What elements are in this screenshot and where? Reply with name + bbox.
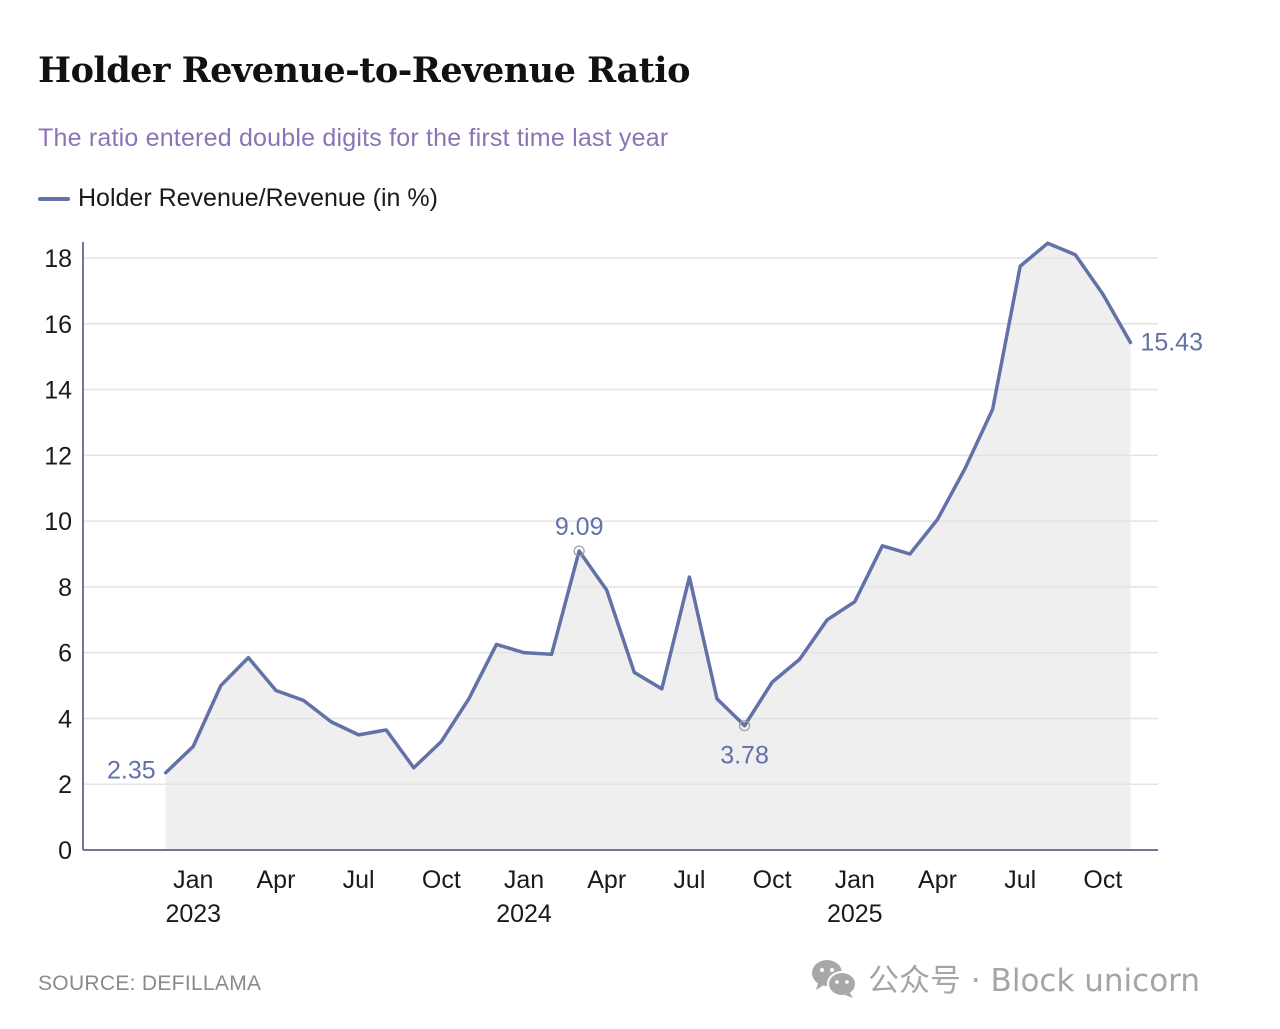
y-tick-label: 2 xyxy=(58,771,72,799)
data-point xyxy=(991,407,995,411)
data-point xyxy=(494,642,498,646)
data-point xyxy=(1018,264,1022,268)
y-tick-label: 14 xyxy=(44,377,72,405)
data-point xyxy=(880,544,884,548)
data-point xyxy=(274,688,278,692)
data-point xyxy=(825,618,829,622)
data-point xyxy=(605,588,609,592)
legend-swatch xyxy=(38,196,70,201)
data-point xyxy=(246,656,250,660)
data-point xyxy=(743,724,747,728)
data-point xyxy=(660,687,664,691)
data-label: 2.35 xyxy=(107,757,156,785)
data-point xyxy=(577,549,581,553)
y-tick-label: 6 xyxy=(58,640,72,668)
x-tick-year-label: 2025 xyxy=(827,900,883,928)
y-tick-label: 16 xyxy=(44,311,72,339)
data-point xyxy=(935,517,939,521)
annotation-marker xyxy=(573,545,585,557)
x-tick-label: Oct xyxy=(1083,866,1122,894)
data-point xyxy=(770,680,774,684)
area-fill xyxy=(165,243,1131,850)
data-label: 3.78 xyxy=(720,742,769,770)
data-point xyxy=(853,600,857,604)
data-point xyxy=(550,652,554,656)
x-tick-year-label: 2023 xyxy=(165,900,221,928)
data-label: 15.43 xyxy=(1140,329,1203,357)
x-tick-label: Jan xyxy=(835,866,875,894)
x-tick-label: Oct xyxy=(422,866,461,894)
x-tick-label: Jul xyxy=(343,866,375,894)
x-tick-label: Oct xyxy=(753,866,792,894)
watermark-text: 公众号 · Block unicorn xyxy=(868,963,1201,999)
data-point xyxy=(715,697,719,701)
y-tick-label: 8 xyxy=(58,574,72,602)
data-point xyxy=(908,552,912,556)
legend-label: Holder Revenue/Revenue (in %) xyxy=(78,184,438,212)
x-tick-label: Apr xyxy=(918,866,957,894)
data-point xyxy=(522,651,526,655)
data-point xyxy=(963,466,967,470)
wechat-icon xyxy=(812,959,857,998)
data-point xyxy=(1128,341,1132,345)
data-point xyxy=(412,766,416,770)
y-tick-label: 18 xyxy=(44,245,72,273)
x-tick-label: Jul xyxy=(673,866,705,894)
annotation-marker xyxy=(738,720,751,732)
data-label: 9.09 xyxy=(555,513,604,541)
y-tick-label: 4 xyxy=(58,705,72,733)
line-chart: 0 2 4 6 8 10 12 14 16 18 Jan 2023 Apr Jul Oct Jan 2024 Ap… xyxy=(44,241,1203,928)
legend: Holder Revenue/Revenue (in %) xyxy=(38,184,438,213)
data-point xyxy=(329,720,333,724)
x-tick-label: Apr xyxy=(587,866,626,894)
data-point xyxy=(1101,292,1105,296)
data-point xyxy=(164,771,168,775)
data-point xyxy=(302,698,306,702)
data-point xyxy=(1046,241,1050,245)
source-note: SOURCE: DEFILLAMA xyxy=(38,972,262,995)
data-point xyxy=(632,670,636,674)
data-point xyxy=(219,684,223,688)
x-tick-label: Jul xyxy=(1004,866,1036,894)
chart-title: Holder Revenue-to-Revenue Ratio xyxy=(38,50,690,91)
watermark: 公众号 · Block unicorn xyxy=(810,955,1200,1000)
y-tick-label: 10 xyxy=(44,508,72,536)
x-tick-label: Apr xyxy=(256,866,295,894)
x-tick-label: Jan xyxy=(173,866,213,894)
chart-subtitle: The ratio entered double digits for the … xyxy=(38,124,669,152)
x-tick-label: Jan xyxy=(504,866,544,894)
series-line xyxy=(163,241,1133,775)
data-point xyxy=(798,657,802,661)
data-point xyxy=(384,728,388,732)
data-point xyxy=(1073,253,1077,257)
data-point xyxy=(191,744,195,748)
x-tick-year-label: 2024 xyxy=(496,900,552,928)
data-point xyxy=(357,733,361,737)
data-point xyxy=(467,697,471,701)
data-point xyxy=(439,739,443,743)
y-tick-label: 12 xyxy=(44,442,72,470)
data-point xyxy=(687,575,691,579)
y-tick-label: 0 xyxy=(58,837,72,865)
